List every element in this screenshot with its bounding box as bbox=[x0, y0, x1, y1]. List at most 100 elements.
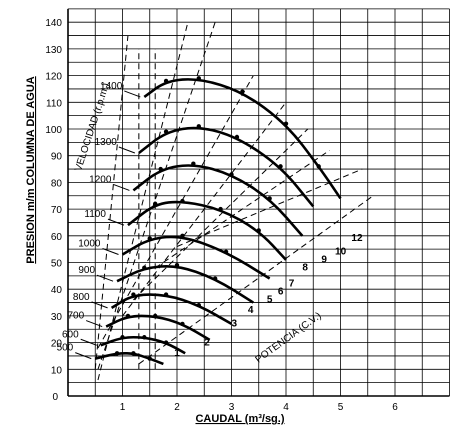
system-line bbox=[176, 168, 363, 247]
curve-point bbox=[223, 249, 229, 255]
curve-point bbox=[234, 134, 240, 140]
speed-leader bbox=[85, 320, 103, 328]
speed-leader bbox=[75, 352, 92, 360]
x-tick-label: 2 bbox=[174, 402, 180, 413]
y-tick-label: 0 bbox=[52, 392, 58, 403]
speed-leader bbox=[80, 338, 97, 346]
speed-label: 1200 bbox=[89, 174, 112, 185]
curve-point bbox=[174, 262, 180, 268]
y-tick-label: 70 bbox=[51, 205, 63, 216]
power-label: 12 bbox=[351, 233, 363, 244]
power-label: 7 bbox=[289, 279, 295, 290]
speed-label: 900 bbox=[78, 265, 95, 276]
speed-leader bbox=[107, 218, 125, 226]
curve-point bbox=[163, 340, 169, 345]
y-tick-label: 40 bbox=[51, 285, 63, 296]
x-tick-label: 4 bbox=[283, 402, 289, 413]
y-tick-label: 60 bbox=[51, 232, 63, 243]
x-tick-label: 1 bbox=[120, 402, 126, 413]
y-tick-label: 110 bbox=[46, 98, 62, 109]
curve-point bbox=[142, 335, 147, 340]
speed-label: 600 bbox=[62, 329, 79, 340]
system-line bbox=[122, 101, 287, 317]
curve-point bbox=[147, 356, 152, 361]
x-tick-label: 3 bbox=[229, 402, 235, 413]
speed-leader bbox=[96, 274, 114, 282]
y-tick-label: 50 bbox=[51, 259, 63, 270]
speed-curve bbox=[121, 235, 271, 280]
speed-curve bbox=[94, 351, 165, 366]
power-label: 10 bbox=[335, 246, 347, 257]
system-line bbox=[154, 149, 330, 269]
y-tick-label: 90 bbox=[51, 152, 63, 163]
y-tick-label: 130 bbox=[45, 45, 62, 56]
x-tick-label: 5 bbox=[338, 402, 344, 413]
y-tick-label: 10 bbox=[51, 365, 63, 376]
speed-axis-label: VELOCIDAD (r.p.m.) bbox=[73, 82, 112, 173]
x-tick-label: 6 bbox=[392, 402, 398, 413]
speed-label: 1000 bbox=[78, 238, 101, 249]
curve-point bbox=[153, 313, 158, 319]
x-axis-label: CAUDAL (m³/sg.) bbox=[195, 413, 284, 425]
power-label: 9 bbox=[321, 255, 327, 266]
power-label: 8 bbox=[302, 263, 308, 274]
speed-leader bbox=[113, 183, 130, 191]
curve-point bbox=[196, 76, 201, 81]
y-axis-label: PRESION m/m COLUMNA DE AGUA bbox=[25, 76, 37, 263]
speed-curve bbox=[132, 164, 304, 237]
curve-point bbox=[131, 351, 136, 356]
curve-point bbox=[158, 166, 163, 172]
curve-point bbox=[212, 276, 218, 281]
power-label: 3 bbox=[232, 319, 238, 330]
curve-point bbox=[196, 124, 201, 129]
speed-leader bbox=[124, 90, 141, 98]
speed-axis-line bbox=[94, 35, 129, 370]
speed-curve bbox=[127, 200, 287, 261]
y-tick-label: 80 bbox=[51, 178, 63, 189]
axes bbox=[67, 8, 450, 397]
curve-point bbox=[196, 303, 201, 308]
power-label: 2 bbox=[204, 337, 210, 348]
curve-point bbox=[125, 313, 131, 319]
speed-leader bbox=[118, 146, 136, 154]
curve-point bbox=[278, 164, 283, 169]
curve-point bbox=[240, 89, 245, 94]
system-line bbox=[97, 75, 254, 349]
curve-point bbox=[147, 236, 152, 241]
y-tick-label: 100 bbox=[45, 125, 62, 136]
curve-point bbox=[218, 206, 223, 212]
y-tick-label: 120 bbox=[45, 72, 62, 83]
curve-point bbox=[142, 265, 147, 271]
speed-curve bbox=[138, 126, 315, 208]
power-axis-line bbox=[138, 195, 374, 365]
curve-point bbox=[131, 292, 136, 297]
curve-point bbox=[283, 121, 289, 126]
curve-point bbox=[163, 292, 169, 297]
curve-point bbox=[120, 335, 125, 340]
y-tick-label: 20 bbox=[51, 339, 63, 350]
curve-point bbox=[191, 161, 196, 166]
speed-label: 1100 bbox=[84, 209, 106, 220]
speed-label: 1400 bbox=[100, 81, 123, 92]
curve-point bbox=[316, 164, 321, 169]
speed-curves bbox=[94, 76, 342, 366]
speed-leader bbox=[102, 248, 119, 255]
speed-label: 700 bbox=[67, 311, 84, 322]
curve-point bbox=[163, 78, 169, 84]
curve-point bbox=[114, 351, 120, 356]
speed-curve bbox=[143, 78, 342, 200]
curve-point bbox=[267, 196, 272, 201]
speed-label: 500 bbox=[57, 343, 74, 354]
curve-point bbox=[180, 321, 185, 327]
power-label: 1 bbox=[174, 348, 180, 359]
y-tick-label: 30 bbox=[51, 312, 63, 323]
speed-label: 1300 bbox=[95, 137, 118, 148]
power-label: 4 bbox=[248, 305, 254, 316]
curve-point bbox=[163, 129, 169, 134]
curve-point bbox=[229, 172, 234, 177]
power-label: 6 bbox=[278, 287, 284, 298]
y-tick-label: 140 bbox=[45, 18, 62, 29]
system-line bbox=[133, 128, 309, 301]
speed-label: 800 bbox=[73, 292, 90, 303]
